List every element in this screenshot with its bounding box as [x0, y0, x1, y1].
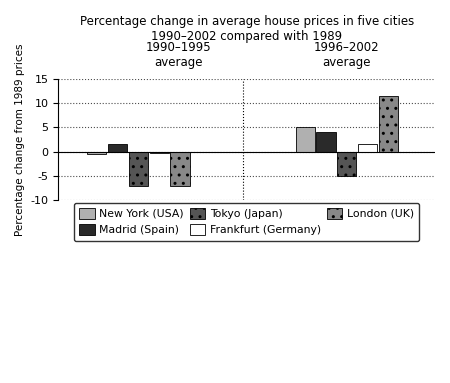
- Bar: [150, 152, 169, 153]
- Text: 1990–1995
average: 1990–1995 average: [146, 41, 212, 69]
- Bar: [129, 152, 148, 185]
- Bar: [108, 144, 127, 152]
- Bar: [316, 132, 336, 152]
- Bar: [337, 152, 356, 176]
- Bar: [171, 152, 190, 185]
- Title: Percentage change in average house prices in five cities
1990–2002 compared with: Percentage change in average house price…: [80, 15, 414, 43]
- Legend: New York (USA), Madrid (Spain), Tokyo (Japan), Frankfurt (Germany), London (UK): New York (USA), Madrid (Spain), Tokyo (J…: [74, 203, 419, 241]
- Bar: [296, 128, 315, 152]
- Text: 1996–2002
average: 1996–2002 average: [314, 41, 380, 69]
- Bar: [379, 96, 398, 152]
- Y-axis label: Percentage change from 1989 prices: Percentage change from 1989 prices: [15, 43, 25, 236]
- Bar: [358, 144, 377, 152]
- Bar: [87, 152, 106, 154]
